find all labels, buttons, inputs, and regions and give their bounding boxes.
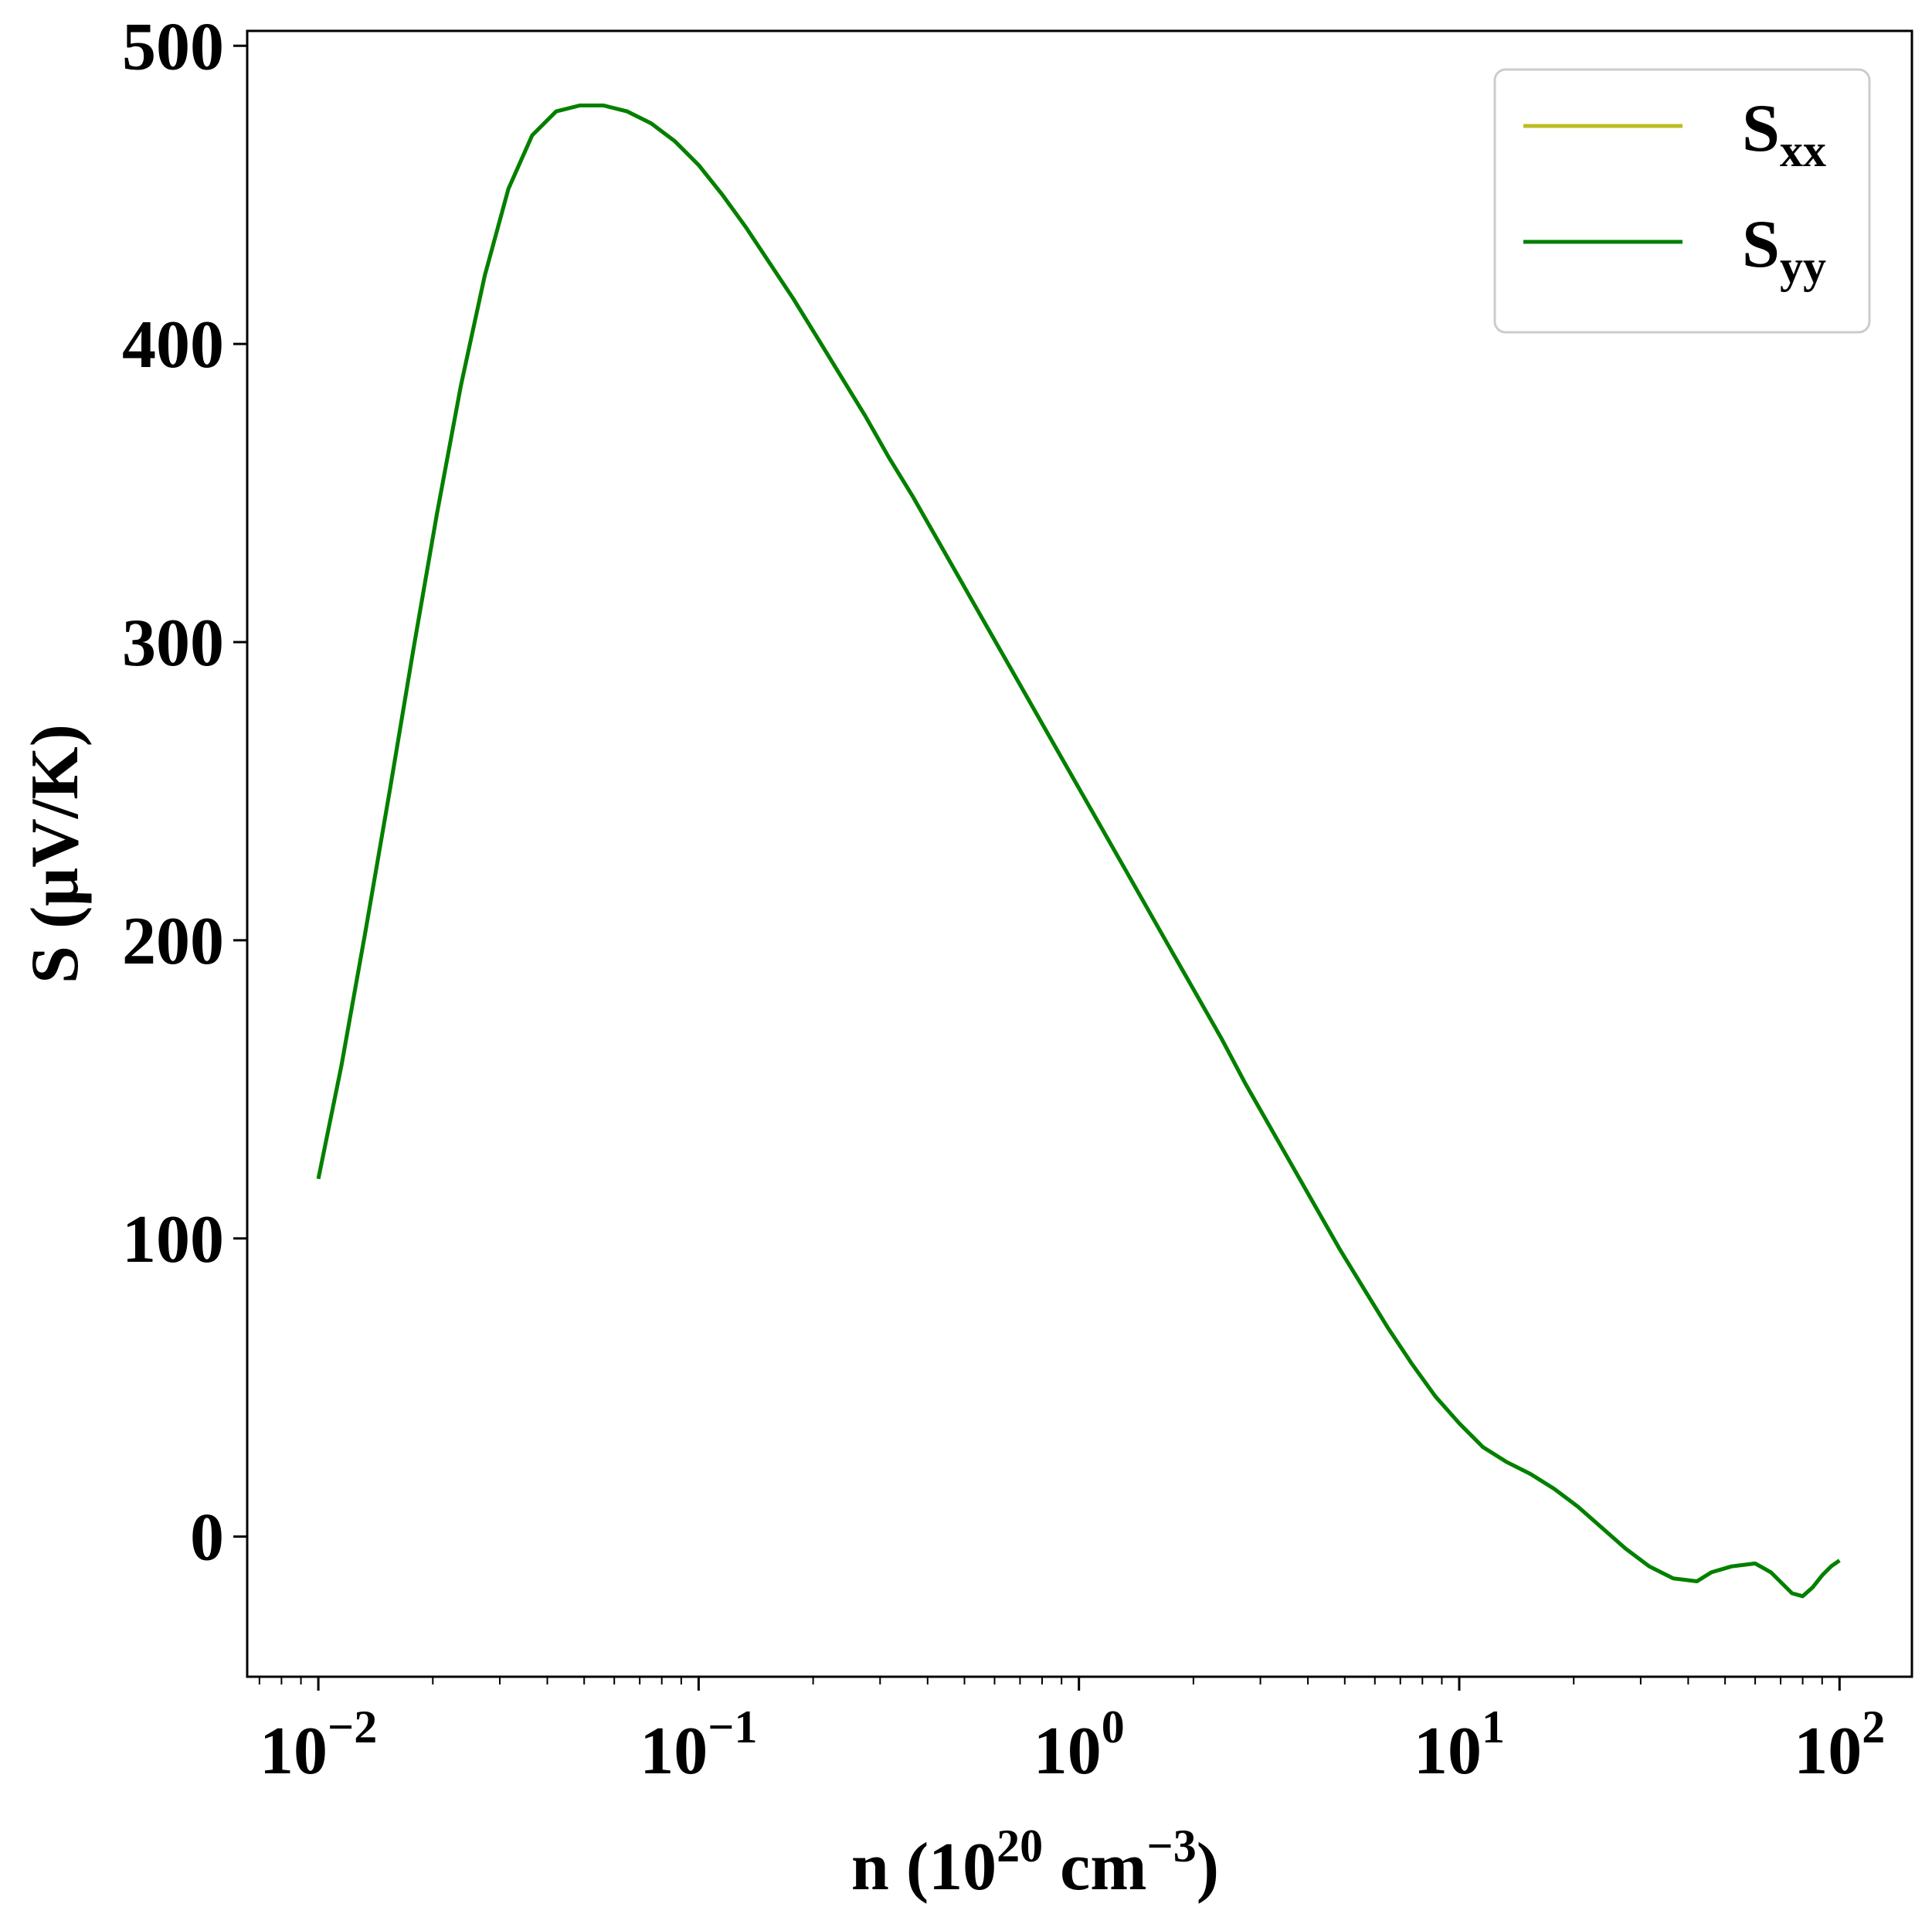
legend-label-sxx-base: S [1742, 91, 1780, 166]
series-layer [316, 104, 1841, 1599]
y-tick-label: 200 [122, 904, 224, 979]
y-tick-label: 400 [122, 308, 224, 382]
legend-label-sxx-sub: xx [1780, 125, 1826, 176]
x-axis-label-exp2: −3 [1147, 1820, 1197, 1871]
x-axis-label-exp1: 20 [997, 1820, 1043, 1871]
x-axis-label-mid: cm [1043, 1830, 1146, 1905]
series-line-syy [316, 104, 1841, 1599]
x-tick-label: 10−1 [640, 1701, 757, 1789]
y-tick-label: 0 [190, 1501, 224, 1576]
x-axis-label-base: n (10 [851, 1830, 997, 1905]
x-tick-label: 102 [1794, 1701, 1885, 1789]
x-tick-label: 10−2 [260, 1701, 377, 1789]
x-axis-label-tail: ) [1197, 1830, 1219, 1905]
x-axis-ticks: 10−2 10−1 100 101 102 [258, 1677, 1885, 1789]
legend: Sxx Syy [1493, 68, 1871, 334]
legend-label-sxx: Sxx [1742, 91, 1826, 176]
x-tick-label: 100 [1034, 1701, 1125, 1789]
y-axis-label: S (μV/K) [18, 724, 93, 984]
legend-label-syy-sub: yy [1780, 241, 1826, 292]
y-tick-label: 500 [122, 9, 224, 84]
legend-label-syy-base: S [1742, 207, 1780, 282]
legend-frame [1493, 68, 1871, 334]
y-tick-label: 300 [122, 606, 224, 681]
y-tick-label: 100 [122, 1202, 224, 1277]
x-tick-label: 101 [1414, 1701, 1505, 1789]
legend-label-syy: Syy [1742, 207, 1826, 292]
y-axis-ticks: 0 100 200 300 400 500 [122, 9, 247, 1576]
x-axis-label: n (1020 cm−3) [851, 1820, 1219, 1905]
